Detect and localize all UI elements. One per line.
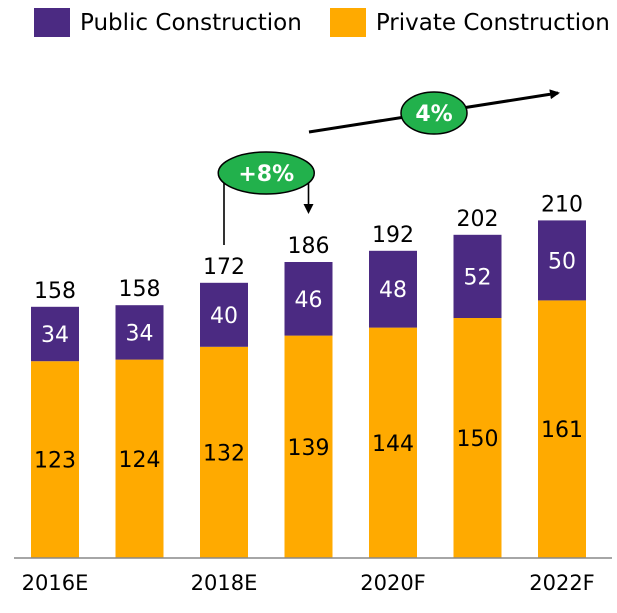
bar-public-2020F [369, 250, 417, 328]
label-private-2016E: 123 [34, 449, 76, 474]
x-tick-2022F: 2022F [529, 571, 595, 595]
growth-label-yoy: +8% [238, 162, 294, 187]
bar-public-2016E [31, 306, 79, 362]
label-public-2019E: 46 [295, 288, 323, 313]
label-total-2022F: 210 [541, 192, 583, 217]
label-total-2021F: 202 [457, 207, 499, 232]
label-total-2020F: 192 [372, 223, 414, 248]
label-private-2021F: 150 [457, 427, 499, 452]
bar-private-2020F [369, 327, 417, 558]
legend-swatch-public [34, 8, 70, 37]
label-public-2021F: 52 [464, 265, 492, 290]
label-private-2020F: 144 [372, 432, 414, 457]
bar-public-2019E [284, 262, 333, 336]
bar-private-2021F [453, 318, 502, 558]
label-public-2022F: 50 [548, 249, 576, 274]
label-private-2017E: 124 [119, 448, 161, 473]
growth-badge-cagr [400, 91, 468, 135]
label-public-2018E: 40 [210, 304, 238, 329]
legend-label-private: Private Construction [375, 9, 610, 36]
label-total-2018E: 172 [203, 255, 245, 280]
bar-private-2022F [538, 300, 586, 558]
label-total-2017E: 158 [119, 277, 161, 302]
legend-item-public: Public Construction [34, 8, 302, 37]
x-tick-2016E: 2016E [22, 571, 89, 595]
x-tick-2020F: 2020F [360, 571, 426, 595]
label-private-2018E: 132 [203, 441, 245, 466]
bar-private-2016E [31, 361, 79, 558]
bar-public-2022F [538, 220, 586, 301]
label-total-2016E: 158 [34, 279, 76, 304]
bar-private-2017E [115, 359, 164, 558]
bar-public-2017E [115, 305, 164, 360]
legend-label-public: Public Construction [80, 9, 302, 36]
label-private-2019E: 139 [288, 436, 330, 461]
legend: Public Construction Private Construction [34, 8, 617, 37]
bar-private-2019E [284, 335, 333, 558]
label-public-2020F: 48 [379, 278, 407, 303]
bar-private-2018E [200, 346, 248, 558]
label-public-2017E: 34 [126, 321, 154, 346]
bar-public-2021F [453, 234, 502, 318]
legend-swatch-private [329, 8, 366, 37]
label-total-2019E: 186 [288, 234, 330, 259]
label-public-2016E: 34 [41, 323, 69, 348]
label-private-2022F: 161 [541, 418, 583, 443]
growth-badge-yoy [217, 151, 315, 195]
bar-public-2018E [200, 282, 248, 347]
x-tick-2018E: 2018E [191, 571, 258, 595]
growth-label-cagr: 4% [415, 102, 452, 127]
legend-item-private: Private Construction [329, 8, 610, 37]
